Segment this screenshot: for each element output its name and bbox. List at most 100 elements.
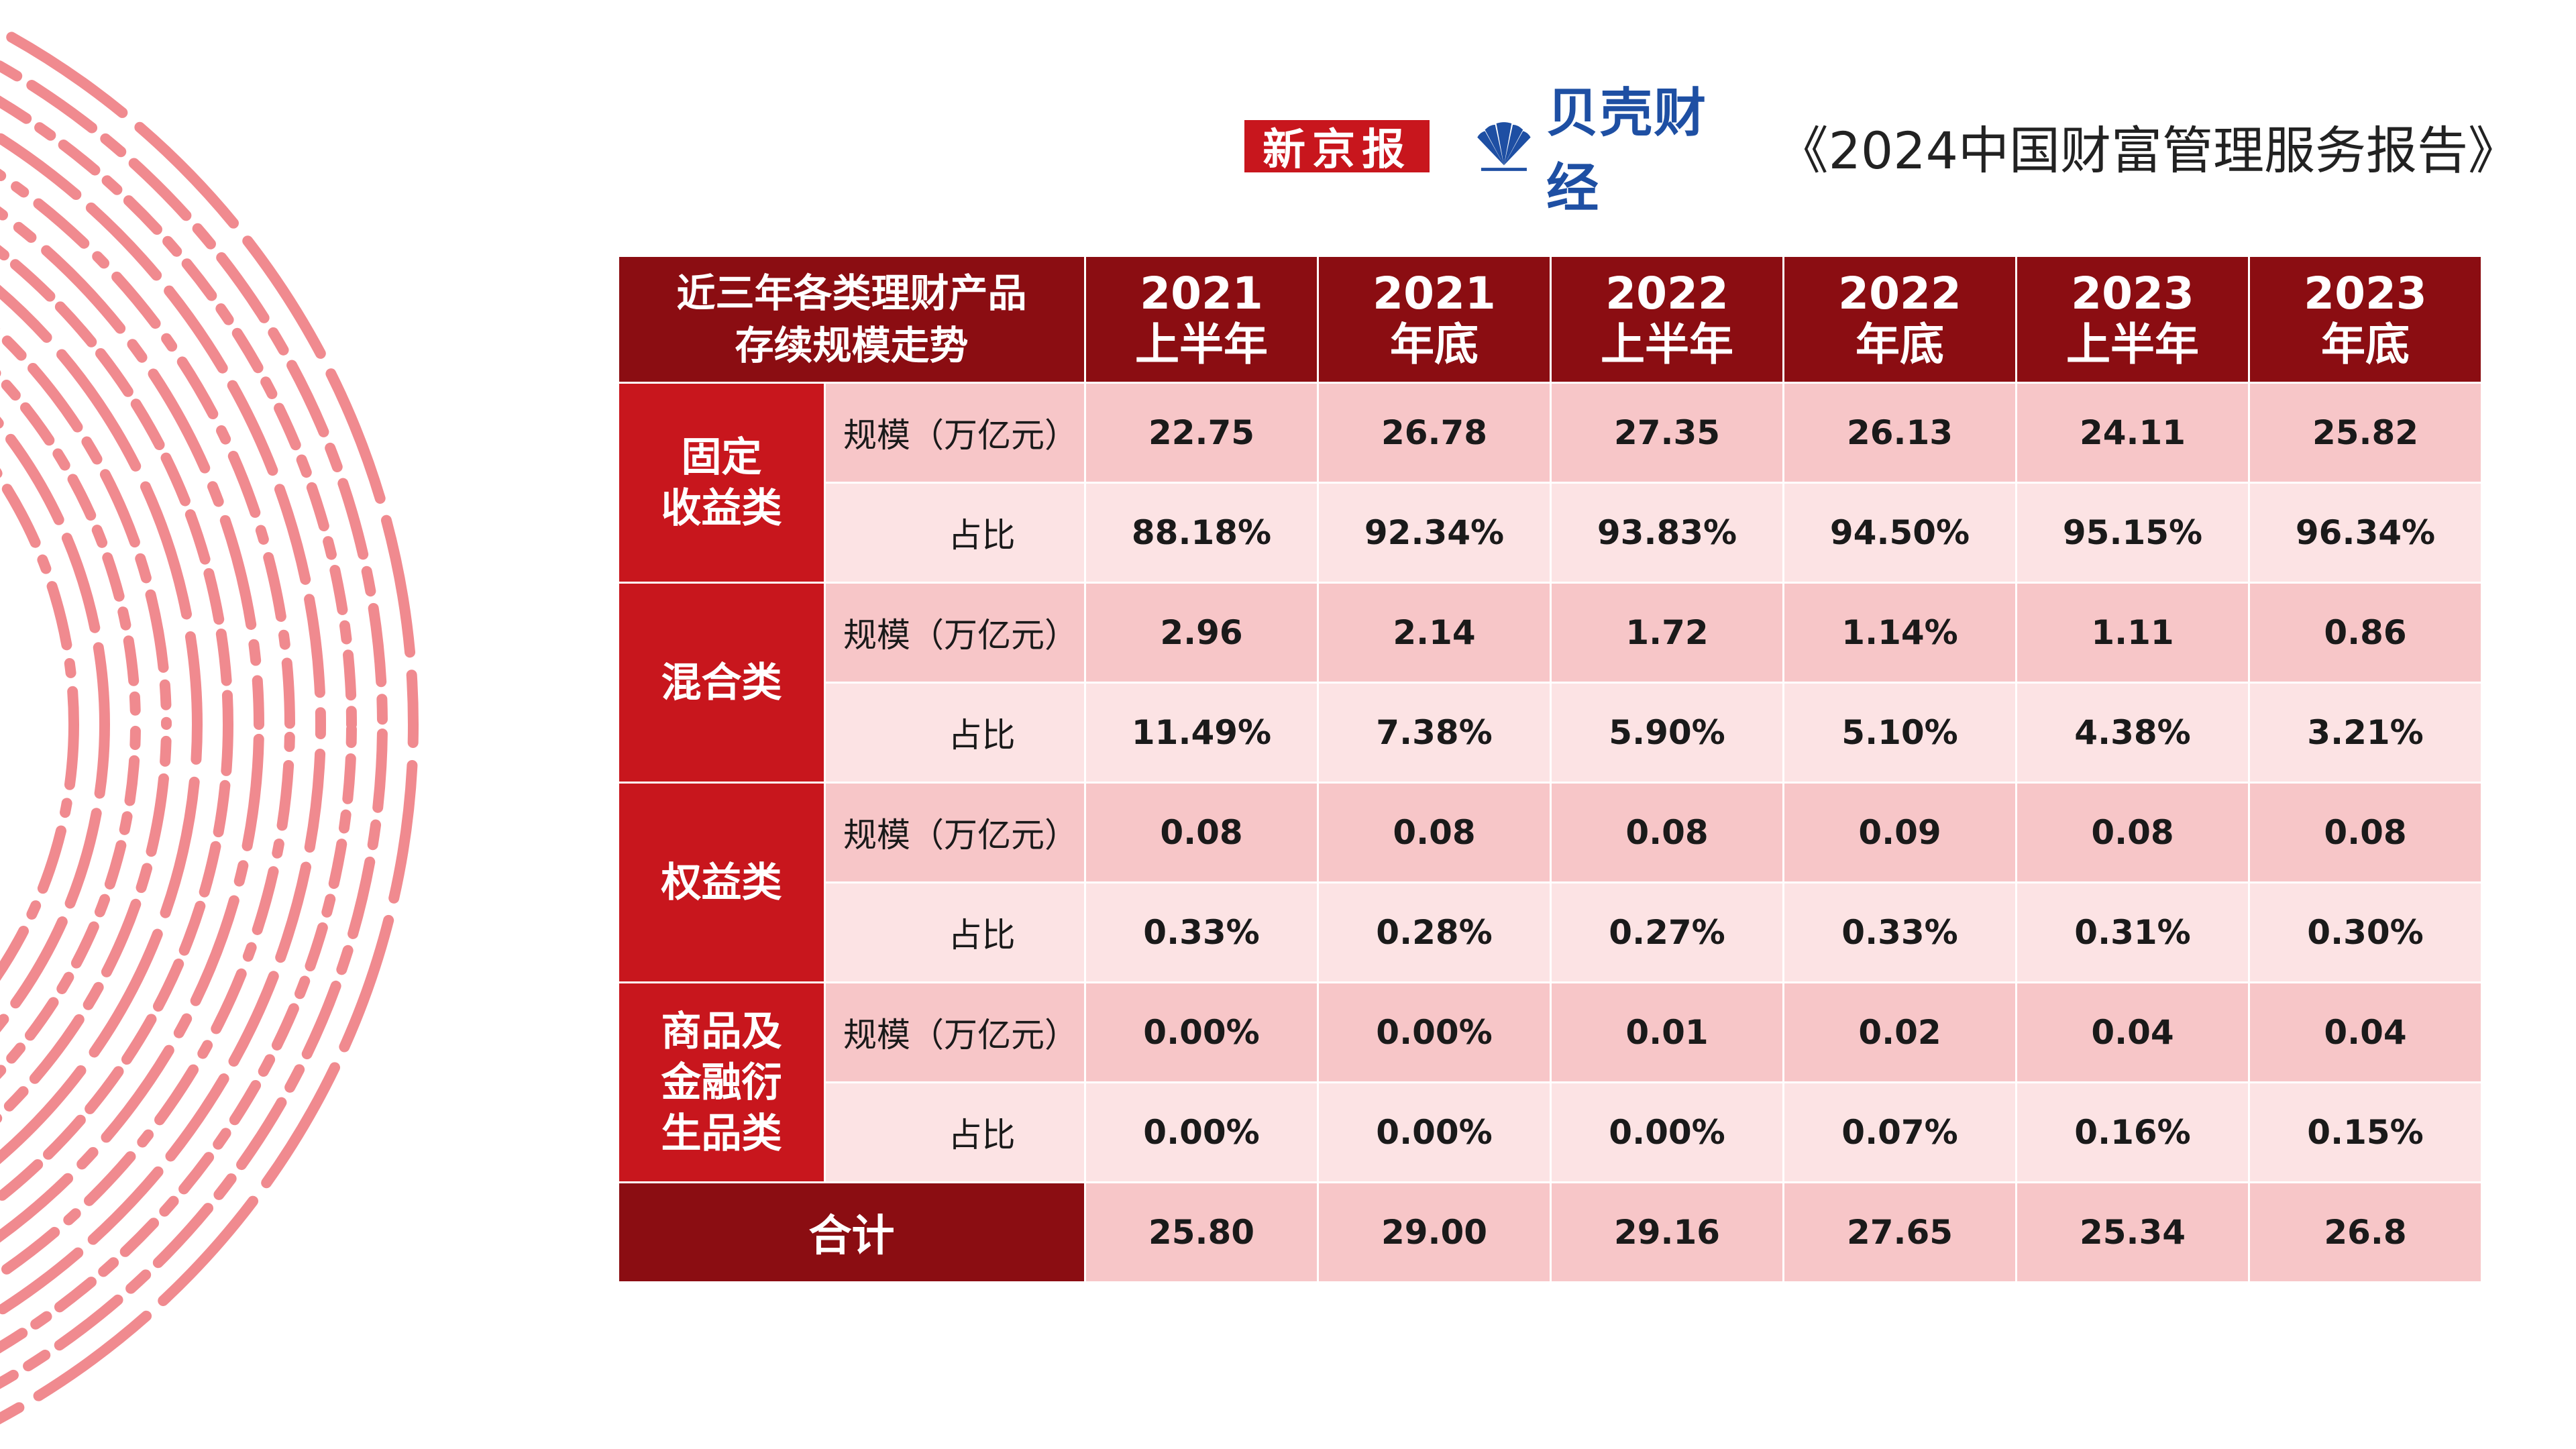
column-period: 上半年: [2066, 319, 2200, 370]
value-cell: 1.11: [2015, 582, 2251, 684]
column-header: 2021 上半年: [1084, 255, 1320, 384]
value-cell: 2.96: [1084, 582, 1320, 684]
table-row: 占比 0.00% 0.00% 0.00% 0.07% 0.16% 0.15%: [619, 1081, 2483, 1183]
value-cell: 0.30%: [2248, 881, 2483, 983]
report-title: 《2024中国财富管理服务报告》: [1777, 121, 2519, 180]
value-cell: 0.00%: [1550, 1081, 1785, 1183]
value-cell: 0.28%: [1317, 881, 1552, 983]
decorative-arc: [0, 417, 110, 1032]
metric-scale-label: 规模（万亿元）: [823, 582, 1087, 684]
column-year: 2023: [2071, 268, 2194, 319]
total-row: 合计 25.80 29.00 29.16 27.65 25.34 26.8: [616, 1181, 2483, 1283]
value-cell: 5.10%: [1782, 682, 2018, 784]
metric-scale-label: 规模（万亿元）: [823, 981, 1087, 1083]
value-cell: 0.08: [1317, 782, 1552, 883]
column-year: 2021: [1373, 268, 1496, 319]
value-cell: 22.75: [1084, 382, 1320, 484]
value-cell: 0.02: [1782, 981, 2018, 1083]
category-label-line: 金融衍: [661, 1059, 782, 1106]
column-header: 2021 年底: [1317, 255, 1552, 384]
category-mixed: 混合类: [617, 582, 826, 784]
value-cell: 3.21%: [2248, 682, 2483, 784]
category-label-line: 生品类: [661, 1110, 782, 1157]
value-cell: 0.08: [1084, 782, 1320, 883]
total-value-cell: 29.16: [1550, 1181, 1785, 1283]
value-cell: 94.50%: [1782, 482, 2018, 584]
column-period: 上半年: [1601, 319, 1734, 370]
value-cell: 24.11: [2015, 382, 2251, 484]
table-row: 混合类 规模（万亿元） 2.96 2.14 1.72 1.14% 1.11 0.…: [617, 582, 2483, 784]
value-cell: 0.33%: [1084, 881, 1320, 983]
category-label-line: 混合类: [661, 659, 782, 706]
beike-logo: 贝壳财经: [1468, 71, 1749, 221]
value-cell: 11.49%: [1084, 682, 1320, 784]
table-row: 权益类 规模（万亿元） 0.08 0.08 0.08 0.09 0.08 0.0…: [617, 782, 2483, 983]
value-cell: 0.08: [1550, 782, 1785, 883]
header-row: 近三年各类理财产品 存续规模走势 2021 上半年 2021 年底 2022 上…: [616, 255, 2483, 384]
column-period: 上半年: [1135, 319, 1269, 370]
value-cell: 0.08: [2015, 782, 2251, 883]
value-cell: 0.09: [1782, 782, 2018, 883]
decorative-arc: [0, 131, 326, 1318]
decorative-arc: [0, 326, 172, 1123]
shell-icon: [1477, 122, 1531, 171]
value-cell: 0.31%: [2015, 881, 2251, 983]
category-label-line: 权益类: [661, 859, 782, 906]
value-cell: 2.14: [1317, 582, 1552, 684]
table-row: 商品及 金融衍 生品类 规模（万亿元） 0.00% 0.00% 0.01 0.0…: [617, 981, 2483, 1183]
column-year: 2022: [1605, 268, 1729, 319]
value-cell: 93.83%: [1550, 482, 1785, 584]
table-row: 占比 88.18% 92.34% 93.83% 94.50% 95.15% 96…: [619, 482, 2483, 584]
decorative-arc: [0, 284, 203, 1165]
metric-ratio-label: 占比: [823, 881, 1087, 983]
value-cell: 7.38%: [1317, 682, 1552, 784]
column-period: 年底: [1856, 319, 1945, 370]
metric-scale-label: 规模（万亿元）: [823, 382, 1087, 484]
total-value-cell: 29.00: [1317, 1181, 1552, 1283]
value-cell: 96.34%: [2248, 482, 2483, 584]
category-label-line: 收益类: [661, 484, 782, 532]
value-cell: 26.78: [1317, 382, 1552, 484]
xinjingbao-logo: 新京报: [1244, 120, 1430, 175]
table-row: 固定 收益类 规模（万亿元） 22.75 26.78 27.35 26.13 2…: [617, 382, 2483, 584]
metric-ratio-label: 占比: [823, 1081, 1087, 1183]
metric-ratio-label: 占比: [823, 682, 1087, 784]
value-cell: 95.15%: [2015, 482, 2251, 584]
value-cell: 4.38%: [2015, 682, 2251, 784]
decorative-arc-pattern: [0, 25, 419, 1424]
category-label-line: 商品及: [661, 1008, 782, 1055]
value-cell: 26.13: [1782, 382, 2018, 484]
value-cell: 0.27%: [1550, 881, 1785, 983]
value-cell: 27.35: [1550, 382, 1785, 484]
decorative-arc: [0, 168, 295, 1281]
value-cell: 0.86: [2248, 582, 2483, 684]
category-equity: 权益类: [617, 782, 826, 983]
category-fixed-income: 固定 收益类: [617, 382, 826, 584]
value-cell: 0.00%: [1317, 981, 1552, 1083]
decorative-arc: [0, 468, 79, 981]
column-period: 年底: [2321, 319, 2410, 370]
decorative-arc: [0, 206, 264, 1243]
total-label: 合计: [616, 1181, 1087, 1283]
total-value-cell: 25.34: [2015, 1181, 2251, 1283]
beike-wordmark: 贝壳财经: [1546, 83, 1708, 219]
total-value-cell: 27.65: [1782, 1181, 2018, 1283]
product-scale-table: 近三年各类理财产品 存续规模走势 2021 上半年 2021 年底 2022 上…: [616, 255, 2483, 1283]
column-period: 年底: [1390, 319, 1479, 370]
value-cell: 0.08: [2248, 782, 2483, 883]
product-scale-table-container: 近三年各类理财产品 存续规模走势 2021 上半年 2021 年底 2022 上…: [616, 255, 2483, 1283]
column-header: 2022 年底: [1782, 255, 2018, 384]
column-year: 2023: [2304, 268, 2427, 319]
header: 新京报 贝壳财经 《2024中国财富管理服务报告》: [1244, 83, 2519, 219]
metric-ratio-label: 占比: [823, 482, 1087, 584]
value-cell: 0.01: [1550, 981, 1785, 1083]
table-row: 占比 11.49% 7.38% 5.90% 5.10% 4.38% 3.21%: [619, 682, 2483, 784]
value-cell: 0.00%: [1084, 1081, 1320, 1183]
value-cell: 92.34%: [1317, 482, 1552, 584]
column-header: 2022 上半年: [1550, 255, 1785, 384]
table-title-cell: 近三年各类理财产品 存续规模走势: [616, 255, 1087, 384]
value-cell: 0.07%: [1782, 1081, 2018, 1183]
value-cell: 88.18%: [1084, 482, 1320, 584]
value-cell: 0.00%: [1317, 1081, 1552, 1183]
column-year: 2022: [1838, 268, 1962, 319]
